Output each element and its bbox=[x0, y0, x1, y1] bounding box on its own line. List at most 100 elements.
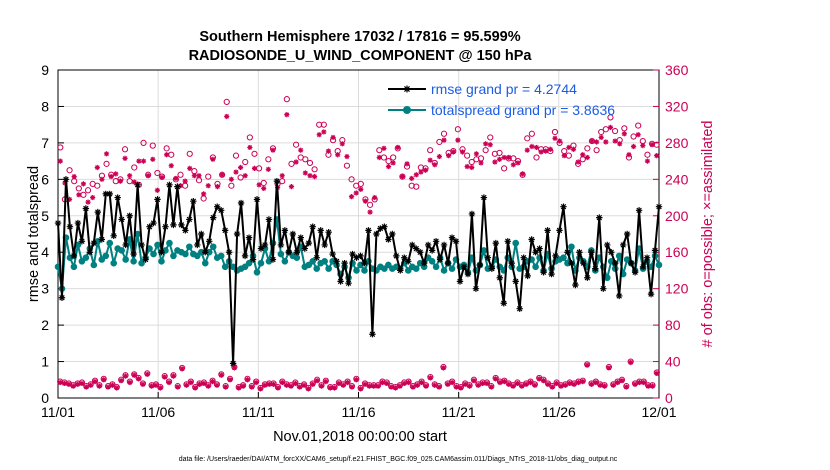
totalspread-point bbox=[655, 261, 663, 269]
obs-assimilated-marker bbox=[450, 149, 456, 155]
obs-assimilated-marker-glyph bbox=[506, 154, 512, 161]
obs-possible-marker bbox=[510, 155, 517, 162]
obs-possible-marker bbox=[288, 160, 295, 167]
rmse-point-glyph bbox=[428, 247, 436, 254]
rmse-point-glyph bbox=[643, 254, 651, 261]
obs-assimilated-marker bbox=[515, 160, 521, 166]
totalspread-point bbox=[428, 258, 436, 265]
obs-possible-marker bbox=[464, 152, 471, 159]
rmse-point-glyph bbox=[627, 259, 635, 267]
rmse-point-glyph bbox=[580, 259, 587, 267]
rmse-point bbox=[341, 259, 348, 267]
rmse-point-glyph bbox=[452, 238, 460, 245]
obs-assimilated-marker bbox=[554, 380, 560, 387]
rmse-point bbox=[397, 267, 404, 274]
obs-assimilated-marker-glyph bbox=[612, 138, 618, 144]
obs-assimilated-marker bbox=[401, 380, 407, 387]
rmse-point-glyph bbox=[552, 252, 559, 260]
obs-possible-marker bbox=[348, 176, 355, 183]
rmse-point-glyph bbox=[198, 230, 205, 238]
obs-possible-marker bbox=[260, 179, 267, 187]
rmse-point bbox=[206, 238, 213, 245]
obs-assimilated-marker bbox=[109, 382, 116, 388]
obs-assimilated-marker-glyph bbox=[458, 385, 464, 391]
obs-assimilated-marker bbox=[265, 166, 271, 172]
obs-assimilated-marker bbox=[321, 129, 327, 135]
obs-assimilated-marker bbox=[318, 383, 325, 389]
obs-assimilated-marker bbox=[410, 384, 416, 390]
x-tick-label: 11/21 bbox=[442, 404, 476, 420]
obs-assimilated-marker bbox=[588, 381, 595, 387]
obs-assimilated-marker-glyph bbox=[179, 366, 185, 372]
obs-assimilated-marker bbox=[261, 185, 267, 192]
obs-assimilated-marker-glyph bbox=[588, 381, 595, 387]
obs-possible-marker bbox=[584, 145, 591, 152]
obs-assimilated-marker bbox=[376, 154, 382, 161]
obs-possible-marker bbox=[205, 173, 212, 180]
legend: rmse grand pr = 4.2744 totalspread grand… bbox=[388, 81, 615, 118]
obs-assimilated-marker-glyph bbox=[436, 384, 442, 390]
obs-assimilated-marker-glyph bbox=[339, 141, 345, 147]
obs-assimilated-marker-glyph bbox=[419, 379, 425, 386]
obs-possible-marker bbox=[320, 121, 327, 128]
obs-assimilated-marker bbox=[140, 381, 146, 387]
rmse-point bbox=[198, 230, 205, 238]
obs-possible-marker bbox=[121, 146, 129, 153]
obs-assimilated-marker bbox=[409, 175, 415, 182]
rmse-point bbox=[170, 221, 177, 229]
obs-possible-marker bbox=[565, 152, 572, 159]
obs-assimilated-marker bbox=[543, 148, 549, 154]
rmse-point-glyph bbox=[405, 258, 412, 265]
rmse-point bbox=[401, 254, 408, 261]
obs-assimilated-marker-glyph bbox=[640, 143, 646, 149]
obs-assimilated-marker bbox=[149, 383, 155, 389]
obs-assimilated-marker bbox=[76, 192, 82, 198]
obs-assimilated-marker-glyph bbox=[635, 132, 641, 138]
obs-assimilated-marker bbox=[475, 382, 481, 388]
rmse-point bbox=[245, 234, 253, 241]
rmse-point-glyph bbox=[472, 285, 480, 292]
rmse-point-glyph bbox=[265, 216, 273, 223]
obs-assimilated-marker bbox=[523, 381, 529, 387]
obs-assimilated-marker-glyph bbox=[183, 382, 190, 388]
obs-assimilated-marker-glyph bbox=[427, 157, 433, 163]
rmse-point-glyph bbox=[619, 241, 627, 249]
obs-assimilated-marker bbox=[196, 381, 203, 387]
obs-assimilated-marker-glyph bbox=[593, 139, 600, 145]
obs-assimilated-marker-glyph bbox=[162, 374, 168, 380]
obs-assimilated-marker bbox=[302, 170, 308, 176]
obs-possible-marker bbox=[376, 147, 383, 154]
rmse-point-glyph bbox=[448, 234, 456, 241]
rmse-point bbox=[102, 190, 109, 198]
obs-assimilated-marker bbox=[310, 381, 316, 387]
rmse-point-glyph bbox=[337, 278, 344, 285]
obs-assimilated-marker bbox=[571, 381, 577, 387]
obs-assimilated-marker bbox=[440, 365, 447, 371]
obs-assimilated-marker bbox=[561, 153, 567, 159]
obs-assimilated-marker-glyph bbox=[414, 382, 420, 388]
rmse-point-glyph bbox=[520, 254, 527, 261]
obs-possible-marker bbox=[195, 177, 203, 184]
obs-possible-marker bbox=[533, 154, 540, 161]
rmse-point-glyph bbox=[456, 278, 464, 285]
obs-possible-marker bbox=[80, 191, 87, 198]
rmse-point-glyph bbox=[277, 241, 285, 249]
obs-assimilated-marker bbox=[105, 384, 111, 390]
obs-assimilated-marker bbox=[436, 384, 442, 390]
x-tick-label: 11/11 bbox=[242, 404, 275, 420]
obs-assimilated-marker bbox=[567, 380, 573, 387]
obs-assimilated-marker bbox=[162, 374, 168, 380]
obs-assimilated-marker bbox=[173, 175, 179, 182]
obs-assimilated-marker-glyph bbox=[242, 173, 248, 179]
chart-title-line2: RADIOSONDE_U_WIND_COMPONENT @ 150 hPa bbox=[189, 48, 533, 64]
obs-assimilated-marker bbox=[422, 167, 429, 173]
obs-assimilated-marker bbox=[316, 132, 322, 138]
obs-possible-marker bbox=[413, 183, 420, 190]
obs-assimilated-marker-glyph bbox=[515, 160, 521, 166]
obs-assimilated-marker-glyph bbox=[395, 144, 401, 151]
rmse-point-glyph bbox=[655, 203, 663, 210]
obs-assimilated-marker bbox=[446, 153, 452, 159]
obs-possible-marker bbox=[168, 151, 175, 158]
y-left-tick-label: 8 bbox=[41, 98, 49, 114]
obs-assimilated-marker-glyph bbox=[135, 376, 142, 382]
